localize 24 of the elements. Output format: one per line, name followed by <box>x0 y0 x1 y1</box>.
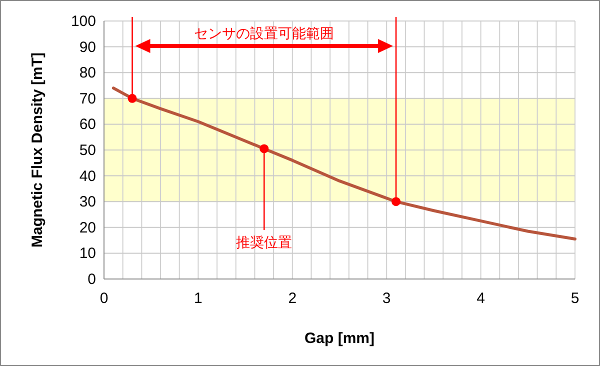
y-tick-label: 30 <box>79 194 96 211</box>
y-tick-label: 60 <box>79 116 96 134</box>
x-tick-label: 2 <box>288 290 297 307</box>
y-tick-label: 0 <box>88 271 96 288</box>
y-axis-title: Magnetic Flux Density [mT] <box>29 52 46 248</box>
point <box>128 94 137 103</box>
y-tick-label: 80 <box>79 64 96 82</box>
x-tick-label: 1 <box>194 290 202 307</box>
x-tick-label: 4 <box>476 290 485 307</box>
point <box>260 144 269 154</box>
y-tick-label: 10 <box>79 245 96 262</box>
x-tick-label: 3 <box>382 290 391 307</box>
x-axis-title: Gap [mm] <box>304 330 375 347</box>
y-tick-label: 50 <box>79 142 96 159</box>
annotation: 推奨位置 <box>236 234 292 250</box>
y-tick-label: 40 <box>79 168 96 185</box>
annotation: センサの設置可能範囲 <box>194 25 334 41</box>
point <box>392 197 401 206</box>
y-tick-label: 100 <box>70 13 96 30</box>
y-tick-label: 20 <box>79 219 96 236</box>
y-tick-label: 70 <box>79 90 96 108</box>
x-tick-label: 5 <box>570 290 580 307</box>
x-tick-label: 0 <box>100 290 108 307</box>
y-tick-label: 90 <box>79 38 96 56</box>
